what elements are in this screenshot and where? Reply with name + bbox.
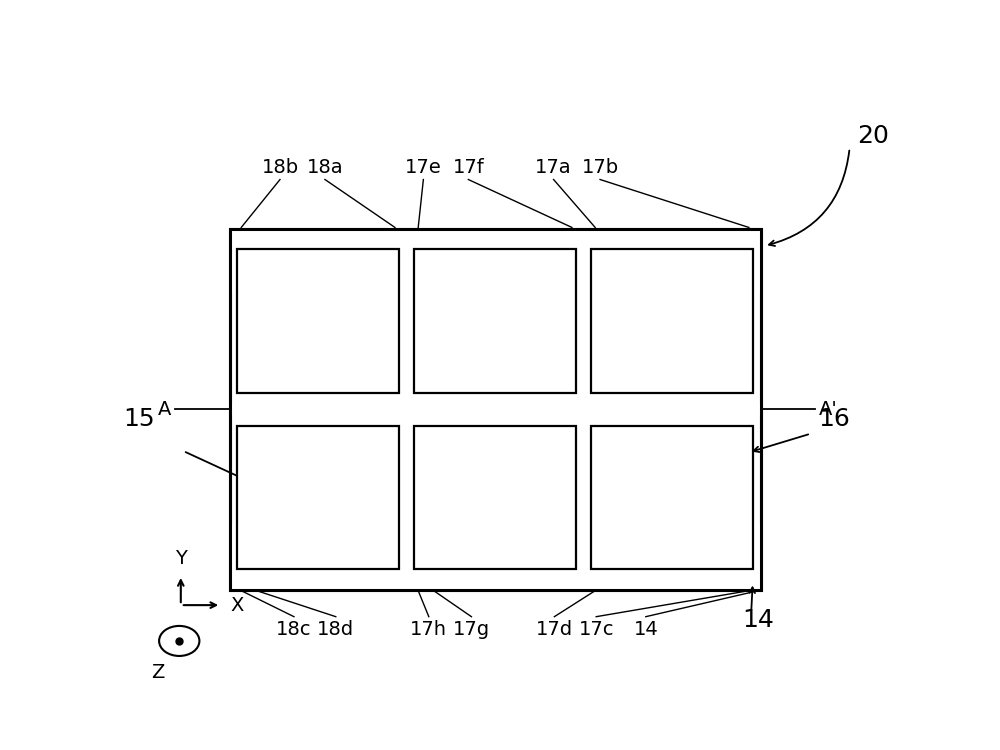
- Bar: [237, 425, 399, 569]
- Bar: [237, 249, 399, 392]
- Bar: [230, 524, 761, 577]
- Bar: [230, 229, 761, 242]
- Bar: [282, 524, 330, 577]
- Bar: [230, 229, 761, 590]
- Bar: [591, 425, 753, 569]
- Bar: [282, 229, 330, 242]
- Bar: [471, 229, 519, 242]
- Text: 15: 15: [123, 407, 154, 431]
- Text: 14: 14: [743, 608, 775, 631]
- Text: 14: 14: [633, 620, 658, 638]
- Bar: [230, 242, 761, 295]
- Bar: [471, 577, 519, 590]
- Bar: [660, 242, 708, 295]
- Bar: [660, 229, 708, 242]
- Bar: [237, 249, 399, 392]
- Bar: [282, 242, 330, 295]
- Bar: [230, 403, 761, 416]
- Text: 18b: 18b: [261, 158, 299, 177]
- Bar: [230, 229, 761, 590]
- Bar: [414, 425, 576, 569]
- Text: 17g: 17g: [453, 620, 490, 638]
- Bar: [471, 242, 519, 295]
- Bar: [591, 249, 753, 392]
- Bar: [414, 249, 576, 392]
- Text: A: A: [158, 400, 172, 418]
- Bar: [282, 577, 330, 590]
- Bar: [230, 577, 761, 590]
- Bar: [660, 403, 708, 416]
- Bar: [237, 425, 399, 569]
- Bar: [660, 242, 708, 295]
- Bar: [282, 403, 330, 416]
- Bar: [230, 577, 761, 590]
- Bar: [471, 229, 519, 590]
- Text: X: X: [230, 596, 244, 615]
- Text: 18a: 18a: [307, 158, 343, 177]
- Text: 18c: 18c: [276, 620, 312, 638]
- Bar: [237, 249, 399, 392]
- Bar: [237, 425, 399, 569]
- Text: 17e: 17e: [405, 158, 442, 177]
- Text: 17a: 17a: [535, 158, 572, 177]
- Bar: [471, 229, 519, 590]
- Bar: [230, 524, 761, 577]
- Bar: [591, 425, 753, 569]
- Bar: [471, 524, 519, 577]
- Bar: [591, 249, 753, 392]
- Bar: [660, 229, 708, 242]
- Text: Y: Y: [175, 549, 187, 568]
- Bar: [230, 229, 761, 590]
- Bar: [230, 229, 761, 242]
- Text: 17h: 17h: [410, 620, 447, 638]
- Bar: [282, 229, 330, 590]
- Bar: [230, 403, 761, 416]
- Bar: [471, 242, 519, 295]
- Bar: [591, 425, 753, 569]
- Bar: [471, 403, 519, 416]
- Bar: [282, 229, 330, 590]
- Bar: [660, 229, 708, 590]
- Bar: [660, 524, 708, 577]
- Text: 20: 20: [857, 124, 889, 148]
- Text: 17f: 17f: [452, 158, 484, 177]
- Bar: [660, 577, 708, 590]
- Bar: [282, 577, 330, 590]
- Bar: [414, 249, 576, 392]
- Bar: [660, 229, 708, 590]
- Bar: [230, 242, 761, 295]
- Bar: [282, 403, 330, 416]
- Bar: [591, 249, 753, 392]
- Text: 17b: 17b: [582, 158, 619, 177]
- Bar: [471, 577, 519, 590]
- Bar: [414, 425, 576, 569]
- Bar: [282, 524, 330, 577]
- Bar: [660, 524, 708, 577]
- Bar: [660, 577, 708, 590]
- Text: A': A': [819, 400, 837, 418]
- Text: Z: Z: [151, 663, 164, 682]
- Bar: [471, 229, 519, 242]
- Text: 17c: 17c: [578, 620, 614, 638]
- Bar: [660, 403, 708, 416]
- Bar: [471, 403, 519, 416]
- Text: 16: 16: [819, 407, 850, 431]
- Bar: [414, 425, 576, 569]
- Bar: [282, 229, 330, 242]
- Text: 18d: 18d: [317, 620, 354, 638]
- Bar: [414, 249, 576, 392]
- Bar: [282, 242, 330, 295]
- Bar: [471, 524, 519, 577]
- Text: 17d: 17d: [536, 620, 573, 638]
